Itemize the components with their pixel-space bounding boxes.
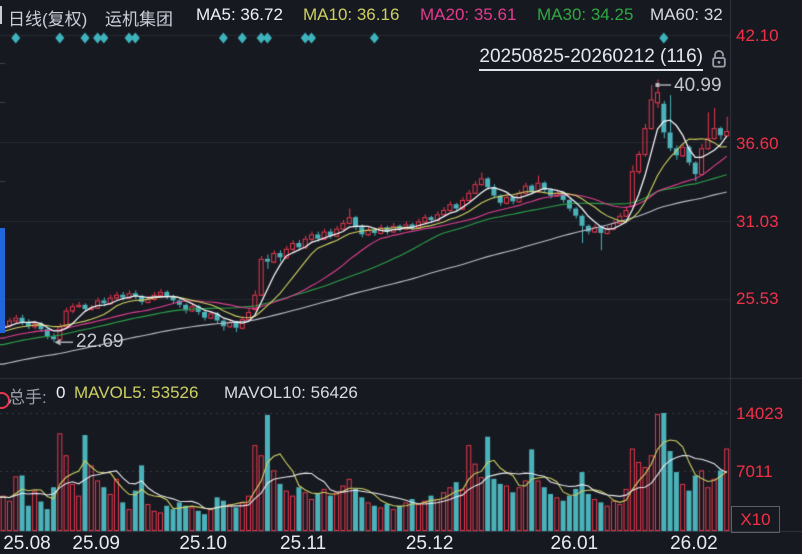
ma5-legend: MA5: 36.72 — [196, 5, 283, 24]
left-edge-tick — [0, 6, 2, 24]
ma60-legend: MA60: 32 — [650, 5, 723, 24]
stock-name[interactable]: 运机集团 — [105, 10, 173, 29]
mavol10-legend: MAVOL10: 56426 — [224, 383, 358, 402]
ma10-legend: MA10: 36.16 — [303, 5, 400, 24]
period-label[interactable]: 日线(复权) — [8, 10, 88, 29]
price-axis-label-3: 31.03 — [736, 212, 779, 231]
x-axis-month-label: 25.11 — [280, 533, 327, 554]
unlock-icon[interactable] — [710, 49, 728, 69]
mavol5-legend: MAVOL5: 53526 — [74, 383, 199, 402]
x-axis-month-label: 25.08 — [3, 533, 51, 554]
left-edge-red-marker — [0, 392, 10, 409]
volume-axis-label-1: 14023 — [736, 404, 784, 423]
low-price-annotation: 22.69 — [76, 331, 124, 352]
x-axis-month-label: 25.12 — [405, 533, 454, 554]
high-price-annotation: 40.99 — [674, 75, 722, 96]
turnover-label: 总手: — [8, 388, 47, 407]
turnover-value: 0 — [56, 383, 66, 402]
date-range-label[interactable]: 20250825-20260212 (116) — [479, 46, 703, 71]
ma20-legend: MA20: 35.61 — [420, 5, 517, 24]
price-axis-label-1: 42.10 — [736, 26, 779, 45]
x-axis-month-label: 25.10 — [179, 533, 227, 554]
x-axis-month-label: 26.02 — [670, 533, 718, 554]
date-range-selector[interactable]: 20250825-20260212 (116) — [479, 46, 728, 71]
price-axis-label-4: 25.53 — [736, 289, 779, 308]
x-axis-month-label: 25.09 — [72, 533, 120, 554]
volume-axis-label-2: 7011 — [736, 462, 773, 481]
price-axis-label-2: 36.60 — [736, 134, 779, 153]
volume-multiplier-badge: X10 — [731, 506, 780, 533]
left-edge-blue-marker — [0, 228, 5, 333]
x-axis-month-label: 26.01 — [550, 533, 599, 554]
ma30-legend: MA30: 34.25 — [537, 5, 634, 24]
